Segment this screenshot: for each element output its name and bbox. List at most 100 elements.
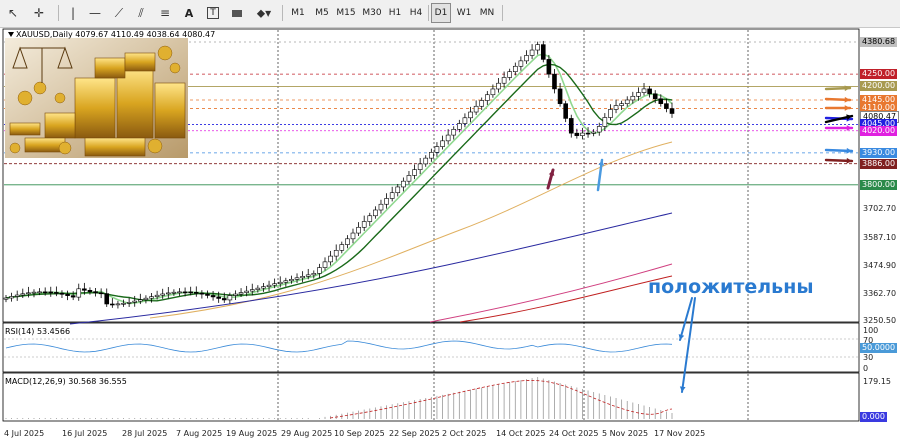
candle: [328, 255, 333, 263]
candle: [350, 232, 356, 240]
rsi-current-value: 50.0000: [860, 343, 898, 353]
candle: [261, 286, 266, 289]
candle: [356, 226, 361, 234]
candle: [182, 291, 188, 294]
price-label: 3930.00: [860, 147, 898, 158]
support-arrow-icon-head: [548, 170, 555, 176]
chart-area[interactable]: 3702.70 3587.10 3474.90 3362.70 3250.50 …: [0, 28, 900, 441]
candle: [65, 294, 70, 296]
candle: [647, 88, 652, 95]
tf-m15-button[interactable]: M15: [336, 8, 356, 18]
candle: [143, 297, 149, 301]
candle: [518, 60, 524, 67]
candle: [462, 117, 468, 124]
candle: [636, 92, 641, 97]
label-tool-icon[interactable]: T: [204, 3, 222, 23]
date-tick: 2 Oct 2025: [442, 429, 486, 438]
date-tick: 29 Aug 2025: [281, 429, 332, 438]
candle: [126, 302, 132, 304]
candle: [3, 297, 9, 300]
date-tick: 16 Jul 2025: [62, 429, 107, 438]
candle: [87, 290, 93, 292]
candle: [585, 132, 591, 135]
candle: [14, 294, 20, 297]
tf-w1-button[interactable]: W1: [456, 8, 472, 18]
annotation-arrow-icon-head: [678, 334, 685, 340]
candle: [580, 132, 585, 136]
tf-m1-button[interactable]: M1: [291, 8, 305, 18]
candle: [608, 109, 613, 118]
candle: [479, 100, 485, 107]
candle: [238, 292, 244, 295]
tf-h1-button[interactable]: H1: [388, 8, 402, 18]
candle: [277, 281, 283, 285]
crosshair-icon[interactable]: ✛: [33, 6, 45, 20]
price-tick: 3474.90: [863, 261, 896, 270]
level-arrow-icon-head: [844, 85, 850, 92]
arrows-dropdown-icon[interactable]: ⬥▾: [256, 5, 272, 20]
trendline-icon[interactable]: ⟋: [114, 5, 124, 20]
candle: [395, 186, 401, 194]
level-arrow-icon-head: [844, 105, 850, 111]
candle: [121, 302, 126, 305]
level-arrow-icon-head: [844, 96, 850, 103]
fibonacci-icon[interactable]: ≡: [159, 6, 171, 20]
annotation-text: положительны: [648, 276, 814, 298]
candle: [110, 303, 115, 306]
tf-h4-button[interactable]: H4: [409, 8, 423, 18]
candle: [664, 103, 669, 109]
tf-d1-button[interactable]: D1: [431, 3, 451, 23]
candle: [154, 294, 160, 297]
candle: [221, 298, 227, 301]
candle: [563, 103, 568, 119]
candle: [429, 152, 434, 159]
candle: [199, 292, 205, 295]
cursor-icon[interactable]: ↖: [7, 6, 19, 20]
candle: [529, 49, 535, 56]
candle: [417, 163, 423, 170]
tf-m30-button[interactable]: M30: [362, 8, 382, 18]
symbol-indicator-icon: [8, 32, 14, 37]
horizontal-line-icon[interactable]: —: [89, 6, 101, 20]
candle: [149, 296, 154, 299]
rsi-tick: 70: [863, 336, 873, 345]
shapes-icon[interactable]: [228, 3, 246, 23]
date-tick: 28 Jul 2025: [122, 429, 167, 438]
price-tick: 3702.70: [863, 204, 896, 213]
candle: [345, 238, 350, 245]
date-tick: 22 Sep 2025: [389, 429, 440, 438]
candle: [339, 244, 345, 251]
candle: [138, 299, 143, 302]
candle: [557, 88, 563, 104]
candle: [485, 94, 490, 101]
vertical-line-icon[interactable]: |: [70, 6, 76, 20]
candle: [98, 292, 104, 295]
rsi-tick: 0: [863, 364, 868, 373]
candle: [54, 292, 59, 294]
candle: [373, 209, 378, 217]
price-label: 4045.00: [860, 119, 898, 129]
tf-m5-button[interactable]: M5: [315, 8, 329, 18]
candle: [244, 290, 249, 293]
candle: [457, 123, 462, 130]
tf-mn-button[interactable]: MN: [479, 8, 495, 18]
candle: [445, 134, 451, 142]
candle: [193, 292, 199, 294]
channel-icon[interactable]: ⫽: [138, 5, 144, 20]
text-tool-icon[interactable]: A: [184, 6, 194, 20]
level-arrow-icon-head: [846, 157, 852, 164]
candle: [496, 82, 501, 90]
candle: [104, 293, 110, 305]
gold-bars-image: [5, 38, 188, 158]
candle: [322, 261, 328, 268]
macd-current-value: 0.000: [860, 412, 887, 422]
candle: [641, 88, 647, 93]
candle: [48, 291, 54, 294]
level-arrow-icon-head: [846, 125, 852, 131]
candle: [451, 129, 457, 136]
candle: [412, 169, 417, 176]
candle: [406, 175, 412, 182]
date-tick: 19 Aug 2025: [226, 429, 277, 438]
macd-label: MACD(12,26,9) 30.568 36.555: [5, 377, 127, 386]
candle: [512, 65, 518, 72]
